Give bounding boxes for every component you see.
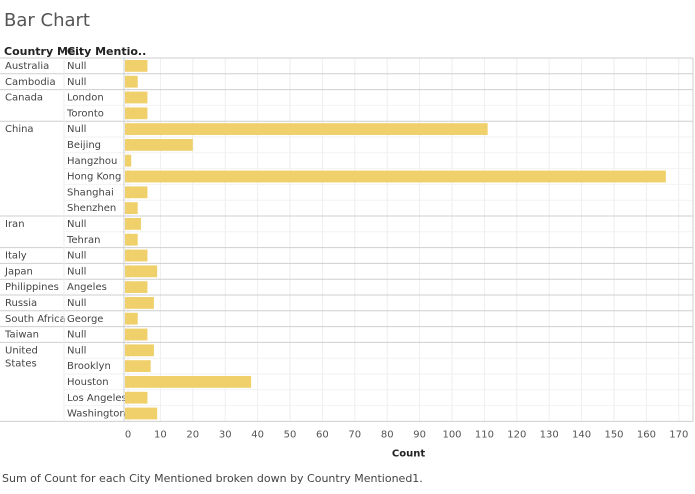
city-label: London bbox=[67, 93, 104, 104]
city-label: Houston bbox=[67, 377, 109, 388]
bar[interactable] bbox=[125, 344, 154, 357]
x-tick-label: 100 bbox=[442, 429, 461, 440]
bar[interactable] bbox=[125, 139, 193, 151]
bar[interactable] bbox=[125, 297, 154, 309]
bar[interactable] bbox=[125, 233, 138, 246]
country-label: Italy bbox=[5, 251, 27, 262]
x-tick-label: 40 bbox=[251, 429, 264, 440]
city-label: Null bbox=[67, 251, 86, 262]
country-label: China bbox=[5, 124, 34, 135]
country-label: Taiwan bbox=[4, 330, 39, 341]
city-label: Shanghai bbox=[67, 187, 114, 198]
x-tick-label: 110 bbox=[475, 429, 494, 440]
bar[interactable] bbox=[125, 60, 148, 72]
chart-caption: Sum of Count for each City Mentioned bro… bbox=[2, 472, 423, 485]
x-tick-label: 80 bbox=[381, 429, 394, 440]
city-label: Null bbox=[67, 77, 86, 88]
x-tick-label: 50 bbox=[284, 429, 297, 440]
bar[interactable] bbox=[125, 407, 158, 420]
city-label: Null bbox=[67, 61, 86, 72]
country-label: Philippines bbox=[5, 282, 59, 293]
bar[interactable] bbox=[125, 312, 138, 325]
country-label: South Africa bbox=[5, 314, 66, 325]
x-tick-label: 90 bbox=[413, 429, 426, 440]
city-label: Null bbox=[67, 266, 86, 277]
city-label: Hong Kong bbox=[67, 172, 121, 183]
city-label: Beijing bbox=[67, 140, 101, 151]
bar[interactable] bbox=[125, 391, 148, 404]
city-label: Toronto bbox=[66, 108, 104, 119]
bar[interactable] bbox=[125, 265, 158, 278]
x-tick-label: 160 bbox=[637, 429, 656, 440]
x-tick-label: 70 bbox=[348, 429, 361, 440]
country-label: Canada bbox=[5, 93, 43, 104]
country-label: Japan bbox=[4, 266, 33, 277]
bar[interactable] bbox=[125, 249, 148, 262]
bar[interactable] bbox=[125, 376, 252, 388]
country-label: Russia bbox=[5, 298, 37, 309]
bar[interactable] bbox=[125, 154, 132, 167]
city-column-header[interactable]: City Mentio.. bbox=[67, 45, 147, 58]
city-label: Brooklyn bbox=[67, 361, 111, 372]
bar[interactable] bbox=[125, 218, 141, 230]
bar[interactable] bbox=[125, 170, 666, 183]
x-tick-label: 120 bbox=[507, 429, 526, 440]
bar[interactable] bbox=[125, 281, 148, 293]
city-label: Null bbox=[67, 298, 86, 309]
x-tick-label: 20 bbox=[186, 429, 199, 440]
x-tick-label: 130 bbox=[540, 429, 559, 440]
city-label: Tehran bbox=[66, 235, 100, 246]
country-label: Cambodia bbox=[5, 77, 56, 88]
chart-title: Bar Chart bbox=[4, 10, 90, 31]
city-label: Washington bbox=[67, 409, 126, 420]
country-label: United States bbox=[5, 345, 38, 369]
city-label: Null bbox=[67, 219, 86, 230]
country-label: Australia bbox=[5, 61, 49, 72]
bar[interactable] bbox=[125, 360, 151, 372]
bar[interactable] bbox=[125, 328, 148, 341]
x-tick-label: 30 bbox=[219, 429, 232, 440]
city-label: Shenzhen bbox=[67, 203, 116, 214]
city-label: Los Angeles bbox=[67, 393, 127, 404]
city-label: Null bbox=[67, 345, 86, 356]
x-tick-label: 10 bbox=[154, 429, 167, 440]
x-tick-label: 170 bbox=[669, 429, 688, 440]
country-label: Iran bbox=[5, 219, 25, 230]
x-tick-label: 0 bbox=[125, 429, 131, 440]
city-label: Angeles bbox=[67, 282, 107, 293]
city-label: George bbox=[67, 314, 103, 325]
bar[interactable] bbox=[125, 186, 148, 199]
country-column-header[interactable]: Country Me.. bbox=[4, 45, 84, 58]
city-label: Null bbox=[67, 330, 86, 341]
bar[interactable] bbox=[125, 123, 488, 135]
bar[interactable] bbox=[125, 202, 138, 214]
bar[interactable] bbox=[125, 107, 148, 120]
x-axis-title: Count bbox=[392, 448, 425, 459]
x-tick-label: 60 bbox=[316, 429, 329, 440]
bar[interactable] bbox=[125, 75, 138, 88]
bar[interactable] bbox=[125, 91, 148, 104]
x-tick-label: 140 bbox=[572, 429, 591, 440]
city-label: Hangzhou bbox=[67, 156, 117, 167]
city-label: Null bbox=[67, 124, 86, 135]
x-tick-label: 150 bbox=[604, 429, 623, 440]
